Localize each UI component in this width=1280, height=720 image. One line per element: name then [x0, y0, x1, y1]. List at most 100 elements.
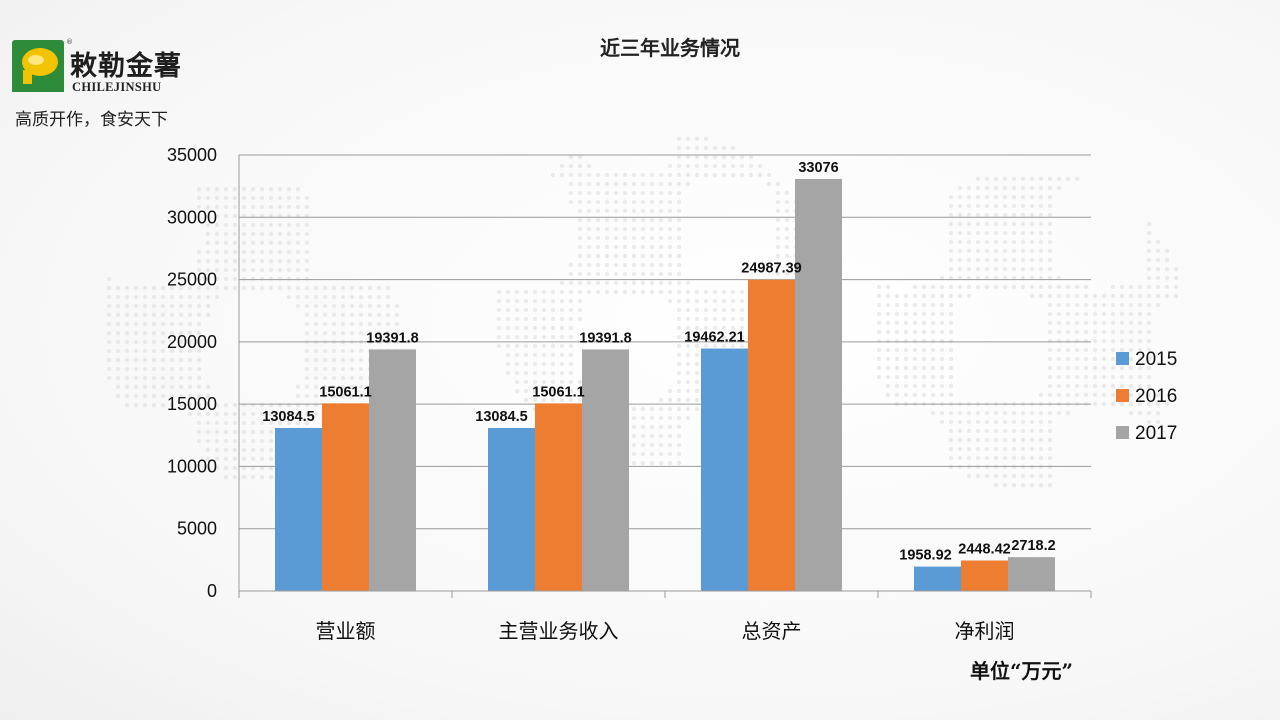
watermark-dot [993, 248, 999, 254]
bar-2015-1 [488, 428, 535, 591]
watermark-dot [1083, 284, 1089, 290]
watermark-dot [1110, 392, 1116, 398]
watermark-dot [331, 285, 337, 291]
watermark-dot [532, 325, 538, 331]
y-tick-label: 0 [207, 581, 217, 601]
watermark-dot [550, 352, 556, 358]
watermark-dot [241, 285, 247, 291]
watermark-dot [1029, 437, 1035, 443]
watermark-dot [1011, 284, 1017, 290]
watermark-dot [568, 334, 574, 340]
watermark-dot [196, 330, 202, 336]
watermark-dot [1128, 365, 1134, 371]
watermark-dot [196, 285, 202, 291]
watermark-dot [505, 361, 511, 367]
watermark-dot [196, 357, 202, 363]
y-tick-label: 5000 [177, 519, 217, 539]
watermark-dot [340, 321, 346, 327]
watermark-dot [142, 285, 148, 291]
watermark-dot [358, 366, 364, 372]
watermark-dot [577, 163, 583, 169]
watermark-dot [1164, 266, 1170, 272]
watermark-dot [133, 393, 139, 399]
watermark-dot [259, 204, 265, 210]
bar-2015-3 [914, 566, 961, 591]
data-label: 2718.2 [1011, 538, 1055, 554]
watermark-dot [631, 406, 637, 412]
watermark-dot [322, 348, 328, 354]
watermark-dot [712, 154, 718, 160]
watermark-dot [1056, 410, 1062, 416]
watermark-dot [993, 212, 999, 218]
watermark-dot [1137, 302, 1143, 308]
watermark-dot [631, 181, 637, 187]
watermark-dot [1020, 419, 1026, 425]
watermark-dot [676, 226, 682, 232]
watermark-dot [1065, 356, 1071, 362]
watermark-dot [1146, 320, 1152, 326]
watermark-dot [930, 320, 936, 326]
watermark-dot [1065, 293, 1071, 299]
watermark-dot [160, 339, 166, 345]
watermark-dot [1038, 446, 1044, 452]
watermark-dot [376, 330, 382, 336]
watermark-dot [151, 348, 157, 354]
watermark-dot [1074, 284, 1080, 290]
watermark-dot [496, 325, 502, 331]
watermark-dot [304, 204, 310, 210]
watermark-dot [676, 271, 682, 277]
watermark-dot [1038, 437, 1044, 443]
watermark-dot [1002, 257, 1008, 263]
watermark-dot [142, 321, 148, 327]
watermark-dot [196, 375, 202, 381]
watermark-dot [876, 374, 882, 380]
watermark-dot [966, 464, 972, 470]
watermark-dot [993, 230, 999, 236]
watermark-dot [376, 303, 382, 309]
watermark-dot [622, 235, 628, 241]
watermark-dot [1155, 284, 1161, 290]
legend-swatch-2016 [1116, 389, 1129, 402]
watermark-dot [640, 289, 646, 295]
watermark-dot [631, 199, 637, 205]
watermark-dot [975, 257, 981, 263]
watermark-dot [930, 410, 936, 416]
watermark-dot [559, 379, 565, 385]
watermark-dot [250, 186, 256, 192]
watermark-dot [984, 203, 990, 209]
watermark-dot [115, 393, 121, 399]
watermark-dot [1020, 428, 1026, 434]
watermark-dot [1029, 239, 1035, 245]
watermark-dot [1065, 392, 1071, 398]
watermark-dot [1155, 239, 1161, 245]
watermark-dot [948, 464, 954, 470]
watermark-dot [1074, 383, 1080, 389]
watermark-dot [1137, 284, 1143, 290]
watermark-dot [604, 181, 610, 187]
watermark-dot [721, 145, 727, 151]
watermark-dot [214, 294, 220, 300]
watermark-dot [984, 428, 990, 434]
watermark-dot [142, 294, 148, 300]
watermark-dot [1155, 257, 1161, 263]
watermark-dot [649, 451, 655, 457]
world-map-watermark [106, 136, 1179, 488]
watermark-dot [912, 347, 918, 353]
watermark-dot [685, 415, 691, 421]
watermark-dot [948, 419, 954, 425]
watermark-dot [1047, 212, 1053, 218]
watermark-dot [586, 172, 592, 178]
watermark-dot [1083, 302, 1089, 308]
watermark-dot [514, 343, 520, 349]
watermark-dot [1065, 410, 1071, 416]
watermark-dot [286, 411, 292, 417]
watermark-dot [993, 410, 999, 416]
watermark-dot [259, 240, 265, 246]
watermark-dot [259, 258, 265, 264]
watermark-dot [712, 298, 718, 304]
watermark-dot [196, 258, 202, 264]
watermark-dot [984, 239, 990, 245]
x-axis: 营业额 主营业务收入 总资产 净利润 [238, 155, 1092, 643]
watermark-dot [885, 356, 891, 362]
watermark-dot [1002, 221, 1008, 227]
